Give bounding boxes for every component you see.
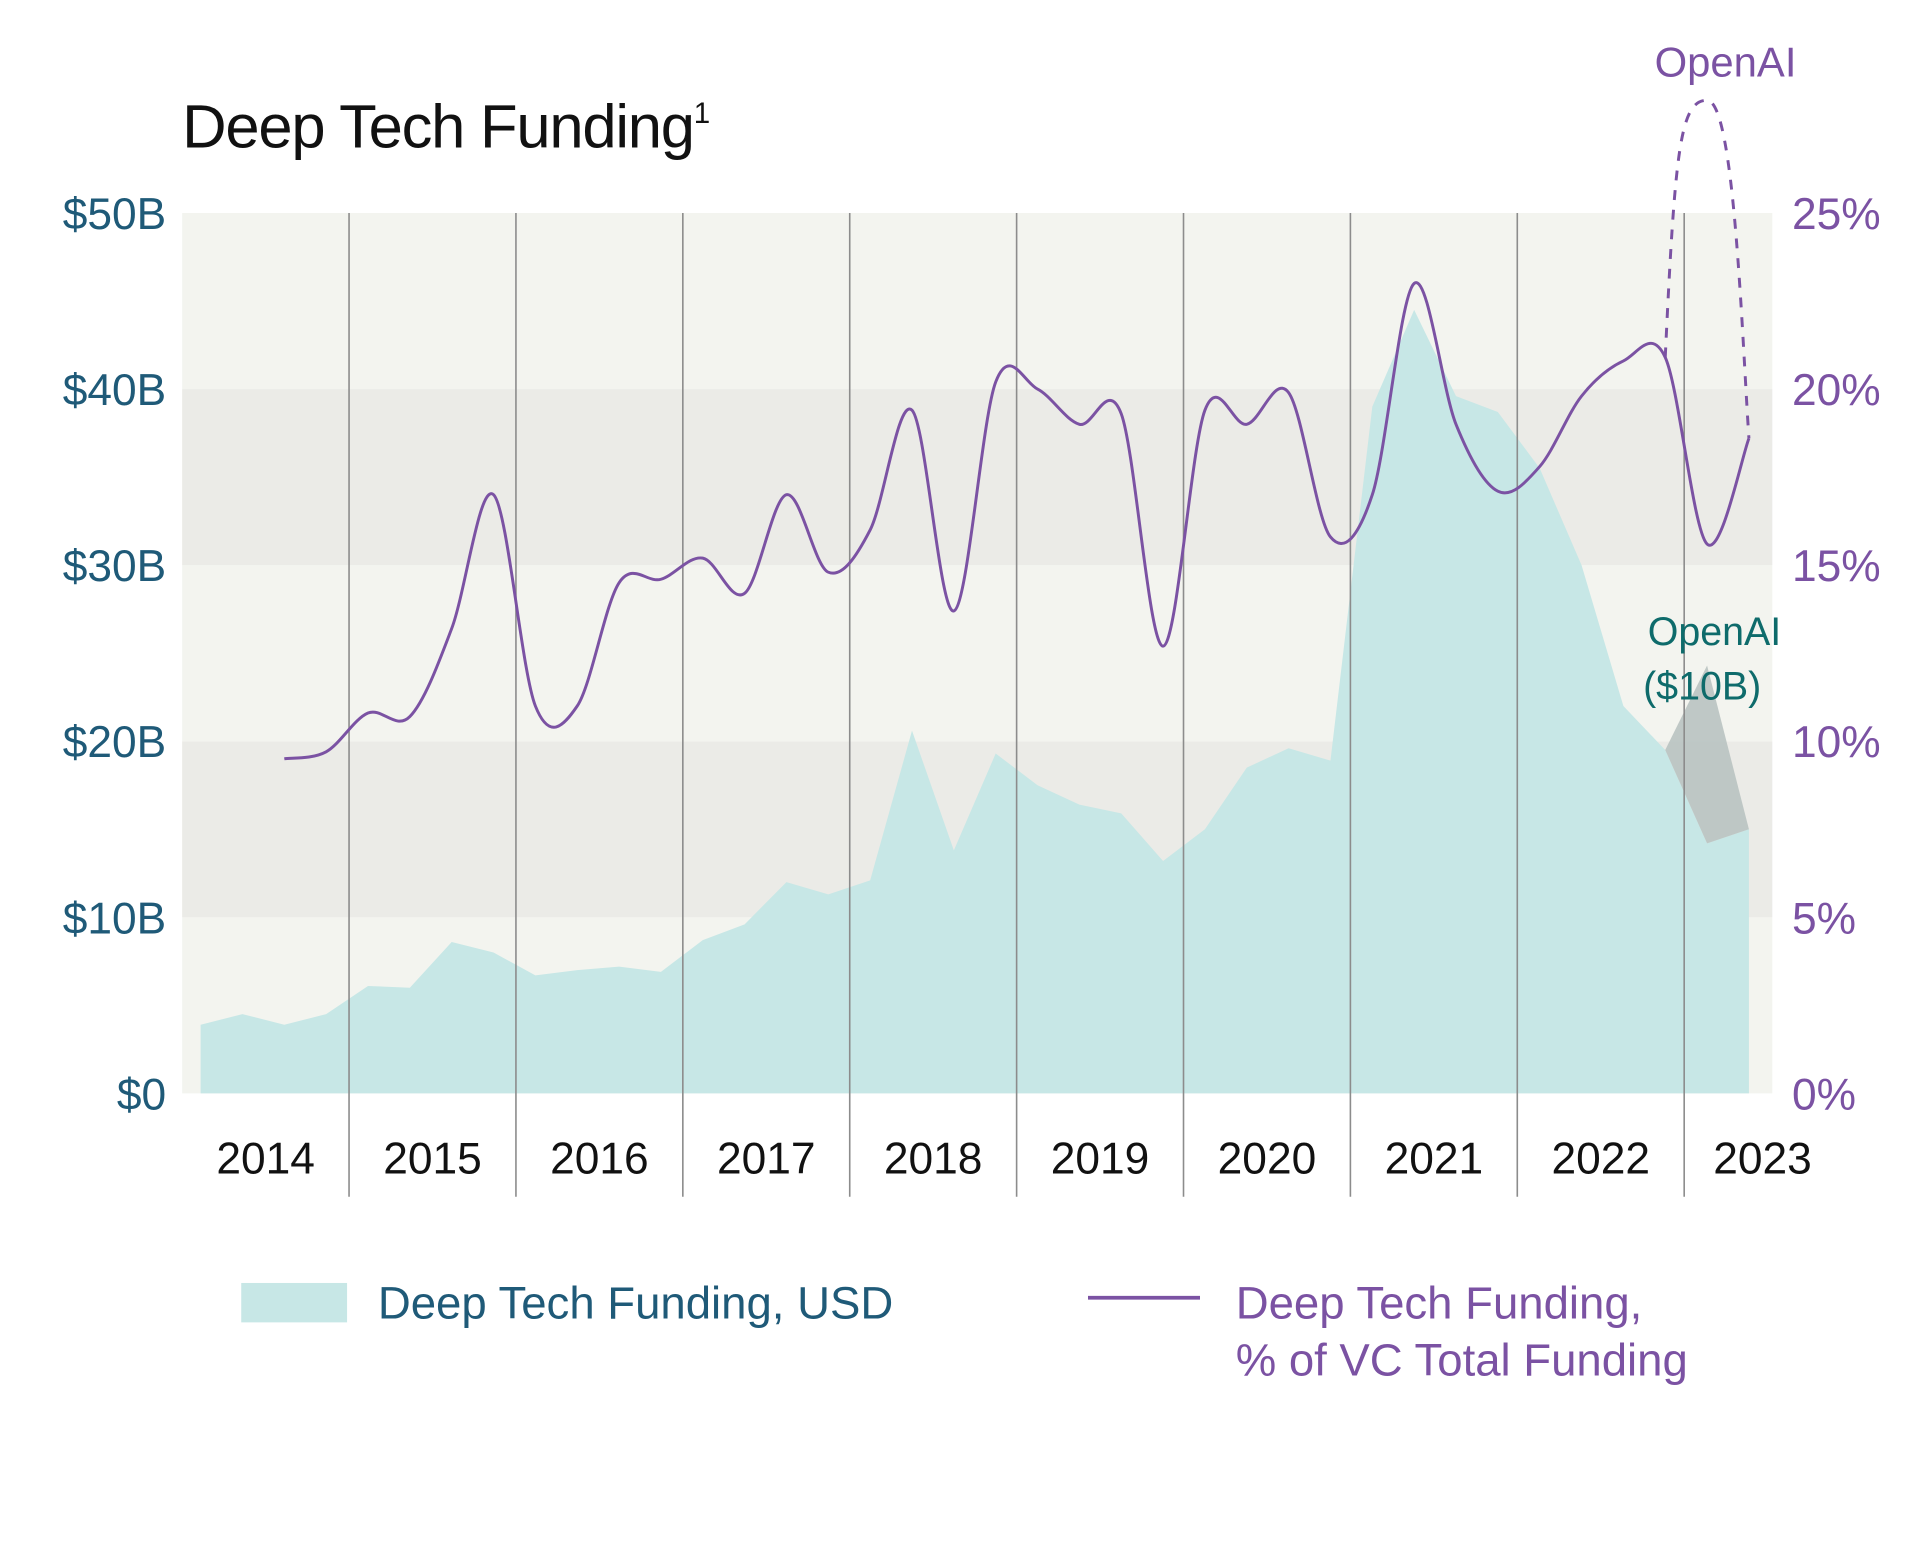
right-axis-tick-label: 0% [1792,1070,1856,1119]
percent-line-layer [284,98,1751,761]
left-axis-tick-label: $20B [63,718,166,767]
openai-line-annotation: OpenAI [1655,38,1797,85]
year-dividers [348,213,1685,1197]
openai-area-annotation-line2: ($10B) [1643,664,1761,708]
x-axis-tick-label: 2018 [884,1134,983,1183]
x-axis-tick-label: 2023 [1713,1134,1812,1183]
left-axis-tick-label: $40B [63,366,166,415]
legend: Deep Tech Funding, USD Deep Tech Funding… [241,1278,1688,1385]
right-axis-tick-label: 15% [1792,542,1881,591]
x-axis-tick-label: 2015 [383,1134,482,1183]
percent-line [284,281,1751,761]
left-axis-tick-label: $10B [63,894,166,943]
openai-funding-annotation-layer [1665,665,1749,844]
funding-area [200,309,1749,1094]
x-axis-tick-label: 2020 [1218,1134,1317,1183]
legend-swatch-funding-usd [241,1282,348,1323]
openai-percent-dashed-line [1663,98,1751,439]
x-axis-tick-label: 2021 [1385,1134,1484,1183]
openai-funding-shade [1665,665,1749,844]
left-axis-tick-label: $0 [117,1070,166,1119]
left-axis-tick-label: $50B [63,190,166,239]
right-axis-tick-label: 20% [1792,366,1881,415]
right-axis-tick-label: 10% [1792,718,1881,767]
x-axis-tick-label: 2016 [550,1134,649,1183]
x-axis-tick-label: 2014 [216,1134,315,1183]
x-axis-tick-label: 2019 [1051,1134,1150,1183]
funding-area-layer [200,309,1749,1094]
right-axis-tick-label: 5% [1792,894,1856,943]
left-axis-tick-label: $30B [63,542,166,591]
right-axis-tick-label: 25% [1792,190,1881,239]
legend-label-funding-usd: Deep Tech Funding, USD [378,1278,893,1329]
plot-band [182,213,1773,390]
x-axis-tick-label: 2022 [1551,1134,1650,1183]
openai-area-annotation-line1: OpenAI [1648,610,1782,654]
chart-title: Deep Tech Funding1 [182,93,709,162]
legend-label-percent-line2: % of VC Total Funding [1236,1334,1688,1385]
axes: $0 $10B $20B $30B $40B $50B 0% 5% 10% 15% 20% 25% 20… [63,190,1881,1183]
legend-label-percent-line1: Deep Tech Funding, [1236,1278,1643,1329]
x-axis-tick-label: 2017 [717,1134,816,1183]
